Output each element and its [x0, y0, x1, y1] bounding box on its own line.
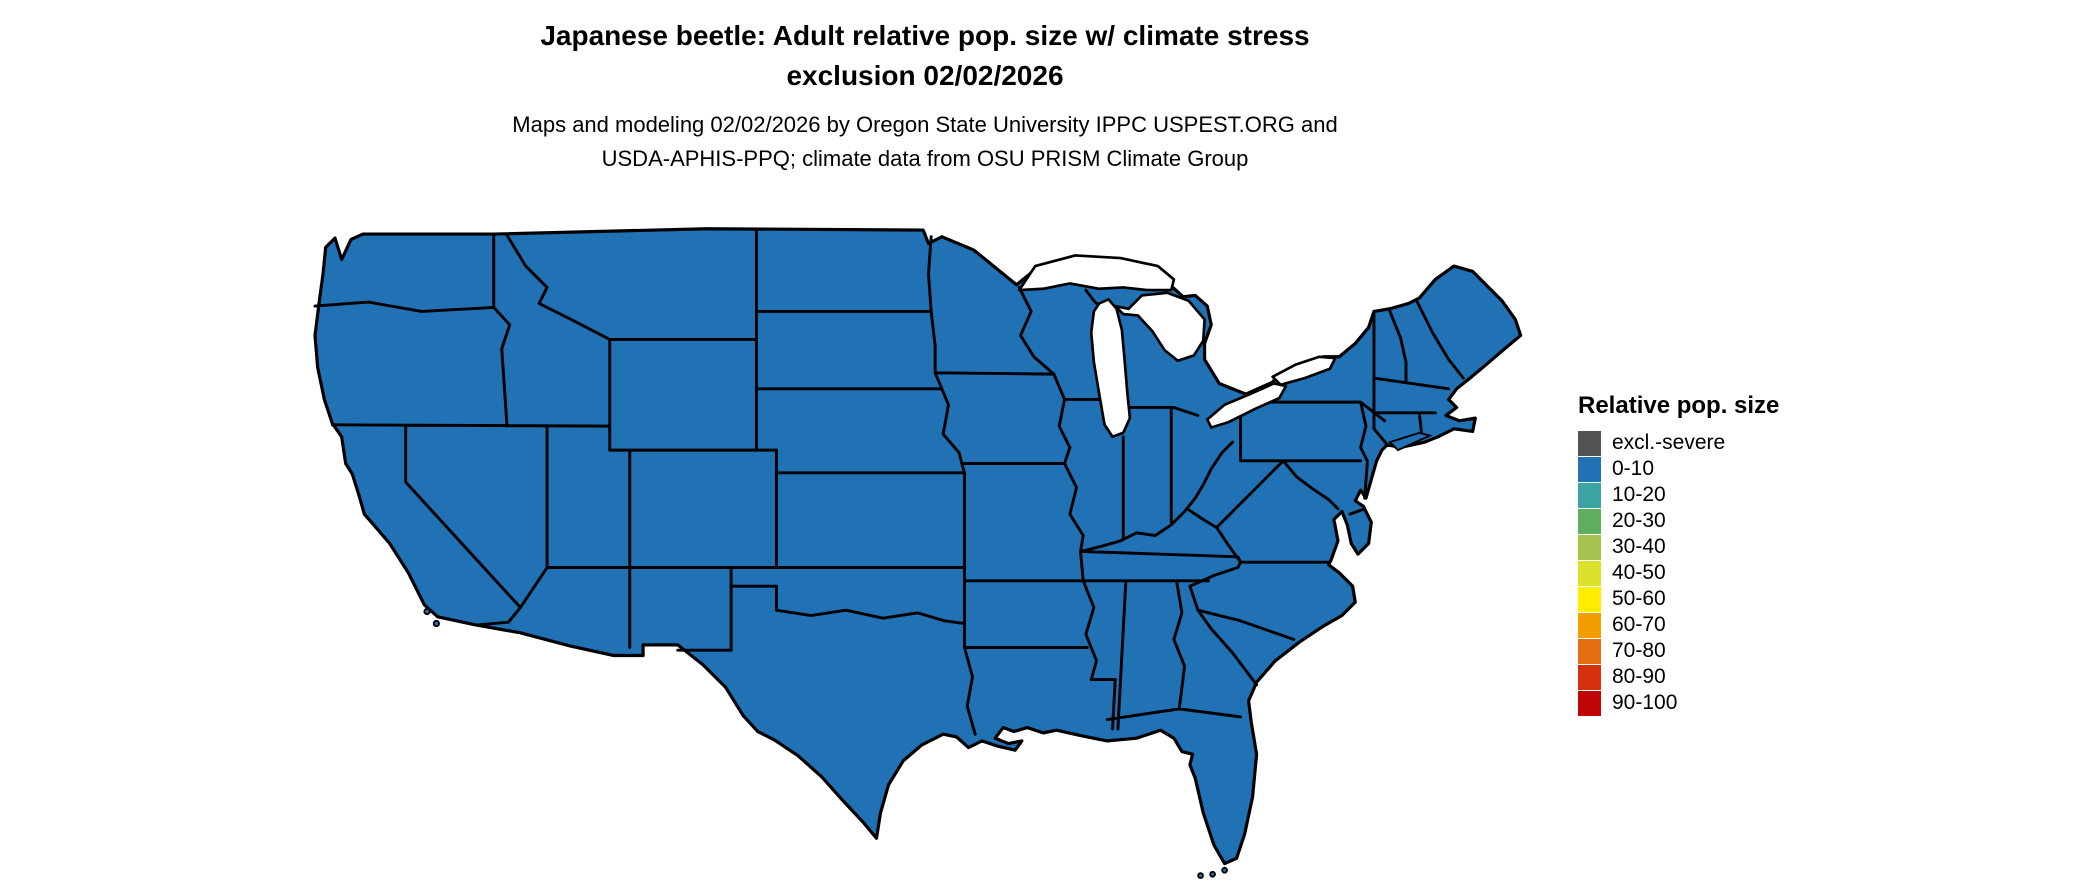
- florida-key: [1209, 870, 1216, 878]
- legend-label: 60-70: [1612, 613, 1666, 636]
- legend-swatch: [1578, 638, 1601, 664]
- legend-item: 70-80: [1578, 638, 1779, 664]
- legend: Relative pop. size excl.-severe 0-10 10-20…: [1578, 392, 1779, 716]
- lake-superior: [1017, 254, 1176, 292]
- lake-ontario: [1271, 355, 1337, 387]
- legend-item: 90-100: [1578, 690, 1779, 716]
- legend-label: 50-60: [1612, 587, 1666, 610]
- legend-item: 50-60: [1578, 586, 1779, 612]
- legend-item: 20-30: [1578, 508, 1779, 534]
- legend-item: 80-90: [1578, 664, 1779, 690]
- legend-swatch: [1578, 612, 1601, 638]
- legend-swatch: [1578, 664, 1601, 690]
- us-land: [313, 227, 1523, 866]
- lake-huron: [1113, 291, 1206, 363]
- legend-label: 90-100: [1612, 691, 1678, 714]
- legend-label: 10-20: [1612, 483, 1666, 506]
- legend-item: 40-50: [1578, 560, 1779, 586]
- title-line-1: Japanese beetle: Adult relative pop. siz…: [540, 20, 1310, 51]
- lake-michigan: [1089, 298, 1132, 439]
- great-lakes: [1017, 254, 1337, 439]
- legend-swatch: [1578, 430, 1601, 456]
- islands: [423, 431, 1433, 879]
- legend-swatch: [1578, 690, 1601, 716]
- legend-label: 0-10: [1612, 457, 1655, 480]
- state-borders: [313, 228, 1465, 736]
- legend-label: 20-30: [1612, 509, 1666, 532]
- legend-title: Relative pop. size: [1578, 392, 1780, 419]
- lake-erie: [1205, 382, 1288, 429]
- legend-label: 80-90: [1612, 665, 1666, 688]
- subtitle-line-2: USDA-APHIS-PPQ; climate data from OSU PR…: [601, 146, 1249, 171]
- legend-label: 30-40: [1612, 535, 1666, 558]
- legend-label: excl.-severe: [1612, 431, 1726, 454]
- page-title: Japanese beetle: Adult relative pop. siz…: [0, 16, 1850, 96]
- legend-items: excl.-severe 0-10 10-20 20-30 30-40 40-50 50-6…: [1578, 430, 1779, 716]
- legend-label: 70-80: [1612, 639, 1666, 662]
- legend-swatch: [1578, 586, 1601, 612]
- legend-swatch: [1578, 482, 1601, 508]
- legend-swatch: [1578, 534, 1601, 560]
- legend-item: 60-70: [1578, 612, 1779, 638]
- title-line-2: exclusion 02/02/2026: [786, 60, 1064, 91]
- subtitle-line-1: Maps and modeling 02/02/2026 by Oregon S…: [512, 112, 1338, 137]
- florida-key: [1221, 866, 1228, 874]
- legend-item: 30-40: [1578, 534, 1779, 560]
- legend-swatch: [1578, 560, 1601, 586]
- legend-item: 0-10: [1578, 456, 1779, 482]
- channel-island: [423, 607, 431, 616]
- us-map: [307, 226, 1534, 892]
- page-subtitle: Maps and modeling 02/02/2026 by Oregon S…: [0, 108, 1850, 176]
- channel-island: [432, 619, 440, 628]
- legend-item: excl.-severe: [1578, 430, 1779, 456]
- legend-swatch: [1578, 508, 1601, 534]
- florida-key: [1197, 872, 1204, 879]
- title-block: Japanese beetle: Adult relative pop. siz…: [0, 16, 1850, 176]
- legend-label: 40-50: [1612, 561, 1666, 584]
- legend-swatch: [1578, 456, 1601, 482]
- us-map-svg: [313, 227, 1523, 879]
- long-island: [1388, 431, 1433, 452]
- legend-item: 10-20: [1578, 482, 1779, 508]
